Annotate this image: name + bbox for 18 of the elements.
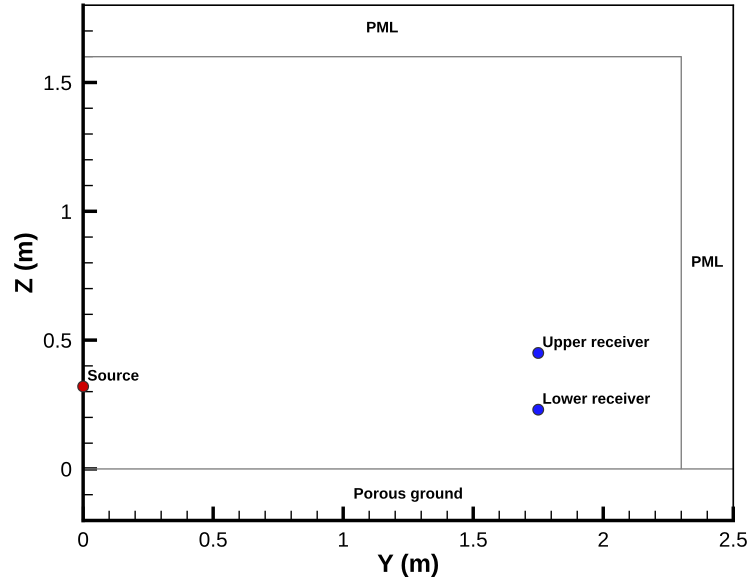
x-tick-label: 1 bbox=[338, 532, 348, 547]
series-label: Source bbox=[88, 370, 139, 381]
series-label: Upper receiver bbox=[543, 336, 650, 350]
y-tick-label: 0.5 bbox=[44, 333, 72, 348]
x-axis-title: Y (m) bbox=[378, 554, 438, 577]
annotation: PML bbox=[692, 256, 723, 267]
annotation: Porous ground bbox=[354, 488, 462, 502]
series-label: Lower receiver bbox=[543, 392, 650, 404]
x-tick-label: 0 bbox=[78, 532, 88, 547]
y-axis-title: Z (m) bbox=[14, 234, 38, 293]
annotation: PML bbox=[367, 22, 398, 32]
x-tick-label: 2.5 bbox=[720, 532, 747, 547]
y-tick-label: 0 bbox=[61, 462, 72, 477]
y-tick-label: 1 bbox=[62, 204, 72, 219]
y-tick-label: 1.5 bbox=[44, 76, 72, 90]
x-tick-label: 0.5 bbox=[200, 532, 227, 547]
x-tick-label: 1.5 bbox=[460, 532, 487, 547]
x-tick-label: 2 bbox=[598, 532, 608, 547]
